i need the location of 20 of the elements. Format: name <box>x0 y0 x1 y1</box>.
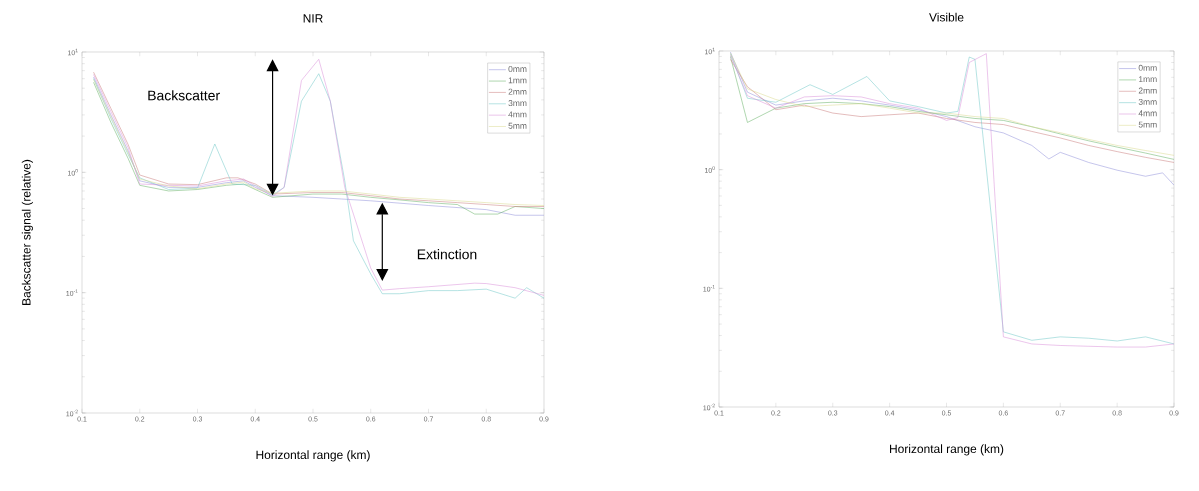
legend-label: 0mm <box>1138 64 1157 71</box>
legend-label: 3mm <box>1138 98 1157 105</box>
legend-label: 1mm <box>1138 76 1157 83</box>
legend-label: 4mm <box>1138 110 1157 117</box>
legend-label: 5mm <box>1138 121 1157 128</box>
x-axis-title: Horizontal range (km) <box>890 444 1004 456</box>
chart-title: Visible <box>929 12 964 22</box>
legend-label: 3mm <box>508 100 527 107</box>
legend-label: 2mm <box>1138 87 1157 94</box>
x-axis-title: Horizontal range (km) <box>256 450 370 462</box>
legend-label: 2mm <box>508 88 527 95</box>
line-series <box>730 51 1175 186</box>
legend-label: 1mm <box>508 77 527 84</box>
chart-title: NIR <box>303 14 323 23</box>
annotation: Extinction <box>417 249 477 260</box>
legend-label: 5mm <box>508 122 527 129</box>
legend-label: 4mm <box>508 111 527 118</box>
legend-label: 0mm <box>508 66 527 72</box>
y-axis-title: Backscatter signal (relative) <box>21 159 33 305</box>
annotation: Backscatter <box>148 90 220 101</box>
